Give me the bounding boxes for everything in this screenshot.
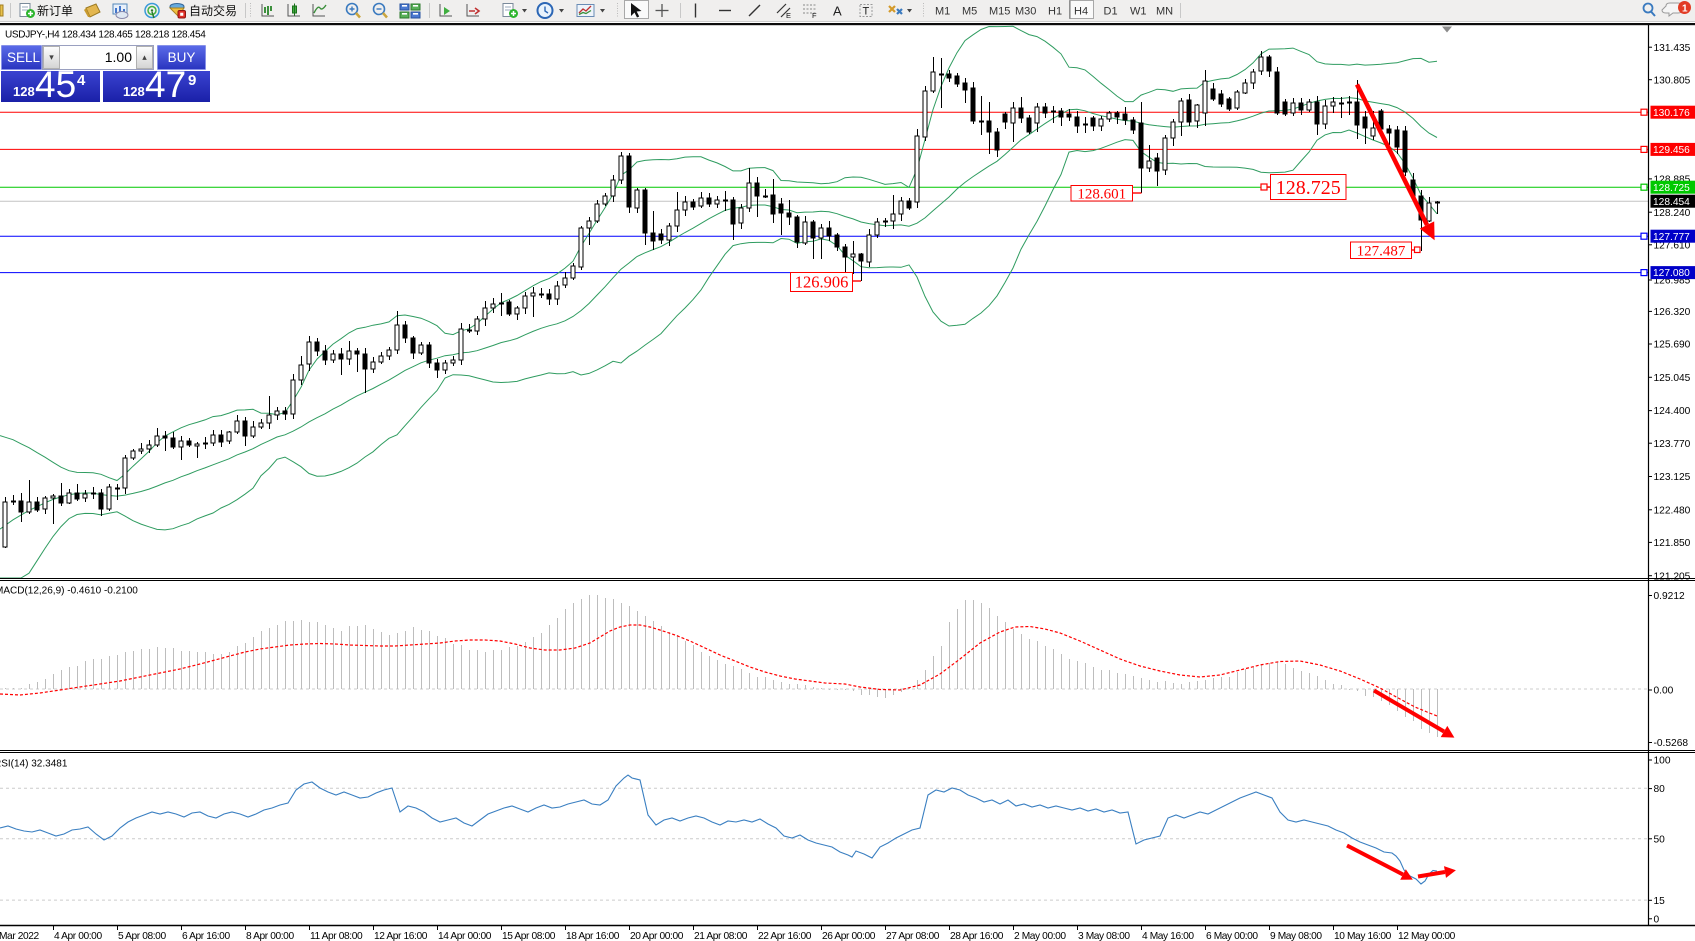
svg-text:0.9212: 0.9212 bbox=[1654, 591, 1685, 602]
svg-text:T: T bbox=[863, 6, 870, 18]
svg-text:2 May 00:00: 2 May 00:00 bbox=[1014, 931, 1066, 941]
svg-text:A: A bbox=[833, 4, 842, 19]
svg-text:128.240: 128.240 bbox=[1654, 208, 1691, 219]
svg-text:128.601: 128.601 bbox=[1077, 186, 1126, 202]
svg-text:10 May 16:00: 10 May 16:00 bbox=[1334, 931, 1392, 941]
svg-text:127.777: 127.777 bbox=[1653, 232, 1690, 243]
svg-text:RSI(14) 32.3481: RSI(14) 32.3481 bbox=[0, 759, 68, 770]
svg-text:125.690: 125.690 bbox=[1654, 340, 1691, 351]
svg-text:28 Apr 16:00: 28 Apr 16:00 bbox=[950, 931, 1004, 941]
svg-text:121.850: 121.850 bbox=[1654, 538, 1691, 549]
svg-text:4 May 16:00: 4 May 16:00 bbox=[1142, 931, 1194, 941]
svg-text:126.985: 126.985 bbox=[1654, 276, 1691, 287]
svg-text:W1: W1 bbox=[1130, 6, 1147, 18]
svg-text:-0.5268: -0.5268 bbox=[1654, 738, 1689, 749]
svg-text:0.00: 0.00 bbox=[1654, 686, 1674, 697]
svg-text:31 Mar 2022: 31 Mar 2022 bbox=[0, 931, 40, 941]
svg-text:H4: H4 bbox=[1074, 6, 1088, 18]
svg-text:21 Apr 08:00: 21 Apr 08:00 bbox=[694, 931, 748, 941]
svg-text:15 Apr 08:00: 15 Apr 08:00 bbox=[502, 931, 556, 941]
svg-text:122.480: 122.480 bbox=[1654, 505, 1691, 516]
svg-text:9 May 08:00: 9 May 08:00 bbox=[1270, 931, 1322, 941]
svg-text:100: 100 bbox=[1654, 756, 1671, 767]
svg-text:15: 15 bbox=[1654, 896, 1666, 907]
svg-text:123.770: 123.770 bbox=[1654, 439, 1691, 450]
svg-text:127.080: 127.080 bbox=[1653, 268, 1690, 279]
svg-text:121.205: 121.205 bbox=[1654, 571, 1691, 582]
svg-text:4 Apr 00:00: 4 Apr 00:00 bbox=[54, 931, 102, 941]
svg-text:F: F bbox=[812, 11, 817, 20]
svg-text:6 Apr 16:00: 6 Apr 16:00 bbox=[182, 931, 230, 941]
svg-text:128.725: 128.725 bbox=[1276, 177, 1341, 199]
svg-text:M1: M1 bbox=[935, 6, 950, 18]
svg-text:14 Apr 00:00: 14 Apr 00:00 bbox=[438, 931, 492, 941]
svg-text:127.487: 127.487 bbox=[1357, 243, 1406, 259]
svg-text:20 Apr 00:00: 20 Apr 00:00 bbox=[630, 931, 684, 941]
svg-text:H1: H1 bbox=[1048, 6, 1062, 18]
svg-text:128.454: 128.454 bbox=[1653, 197, 1690, 208]
svg-text:126.906: 126.906 bbox=[795, 273, 849, 292]
svg-text:3 May 08:00: 3 May 08:00 bbox=[1078, 931, 1130, 941]
svg-text:131.435: 131.435 bbox=[1654, 43, 1691, 54]
svg-text:123.125: 123.125 bbox=[1654, 472, 1691, 483]
svg-text:129.456: 129.456 bbox=[1653, 145, 1690, 156]
svg-text:80: 80 bbox=[1654, 784, 1666, 795]
svg-text:D1: D1 bbox=[1104, 6, 1118, 18]
svg-text:18 Apr 16:00: 18 Apr 16:00 bbox=[566, 931, 620, 941]
svg-text:自动交易: 自动交易 bbox=[189, 3, 237, 18]
svg-text:12 May 00:00: 12 May 00:00 bbox=[1398, 931, 1456, 941]
svg-text:0: 0 bbox=[1654, 914, 1660, 925]
svg-text:27 Apr 08:00: 27 Apr 08:00 bbox=[886, 931, 940, 941]
svg-text:E: E bbox=[786, 11, 791, 20]
svg-text:26 Apr 00:00: 26 Apr 00:00 bbox=[822, 931, 876, 941]
svg-text:130.805: 130.805 bbox=[1654, 75, 1691, 86]
svg-text:12 Apr 16:00: 12 Apr 16:00 bbox=[374, 931, 428, 941]
svg-text:MN: MN bbox=[1156, 6, 1173, 18]
svg-text:M5: M5 bbox=[962, 6, 977, 18]
svg-text:1: 1 bbox=[1682, 4, 1688, 15]
svg-text:M15: M15 bbox=[989, 6, 1010, 18]
svg-text:128.885: 128.885 bbox=[1654, 175, 1691, 186]
svg-text:8 Apr 00:00: 8 Apr 00:00 bbox=[246, 931, 294, 941]
svg-text:127.610: 127.610 bbox=[1654, 240, 1691, 251]
svg-text:126.320: 126.320 bbox=[1654, 307, 1691, 318]
svg-text:50: 50 bbox=[1654, 834, 1666, 845]
svg-text:124.400: 124.400 bbox=[1654, 406, 1691, 417]
svg-text:22 Apr 16:00: 22 Apr 16:00 bbox=[758, 931, 812, 941]
svg-text:6 May 00:00: 6 May 00:00 bbox=[1206, 931, 1258, 941]
svg-text:125.045: 125.045 bbox=[1654, 373, 1691, 384]
svg-text:M30: M30 bbox=[1015, 6, 1036, 18]
svg-text:5 Apr 08:00: 5 Apr 08:00 bbox=[118, 931, 166, 941]
svg-text:USDJPY-,H4 128.434 128.465 12: USDJPY-,H4 128.434 128.465 128.218 128.4… bbox=[5, 30, 206, 41]
svg-text:新订单: 新订单 bbox=[37, 3, 73, 18]
svg-text:MACD(12,26,9) -0.4610 -0.2100: MACD(12,26,9) -0.4610 -0.2100 bbox=[0, 586, 138, 597]
svg-text:130.176: 130.176 bbox=[1653, 108, 1690, 119]
svg-text:11 Apr 08:00: 11 Apr 08:00 bbox=[310, 931, 363, 941]
svg-text:128.725: 128.725 bbox=[1653, 183, 1690, 194]
